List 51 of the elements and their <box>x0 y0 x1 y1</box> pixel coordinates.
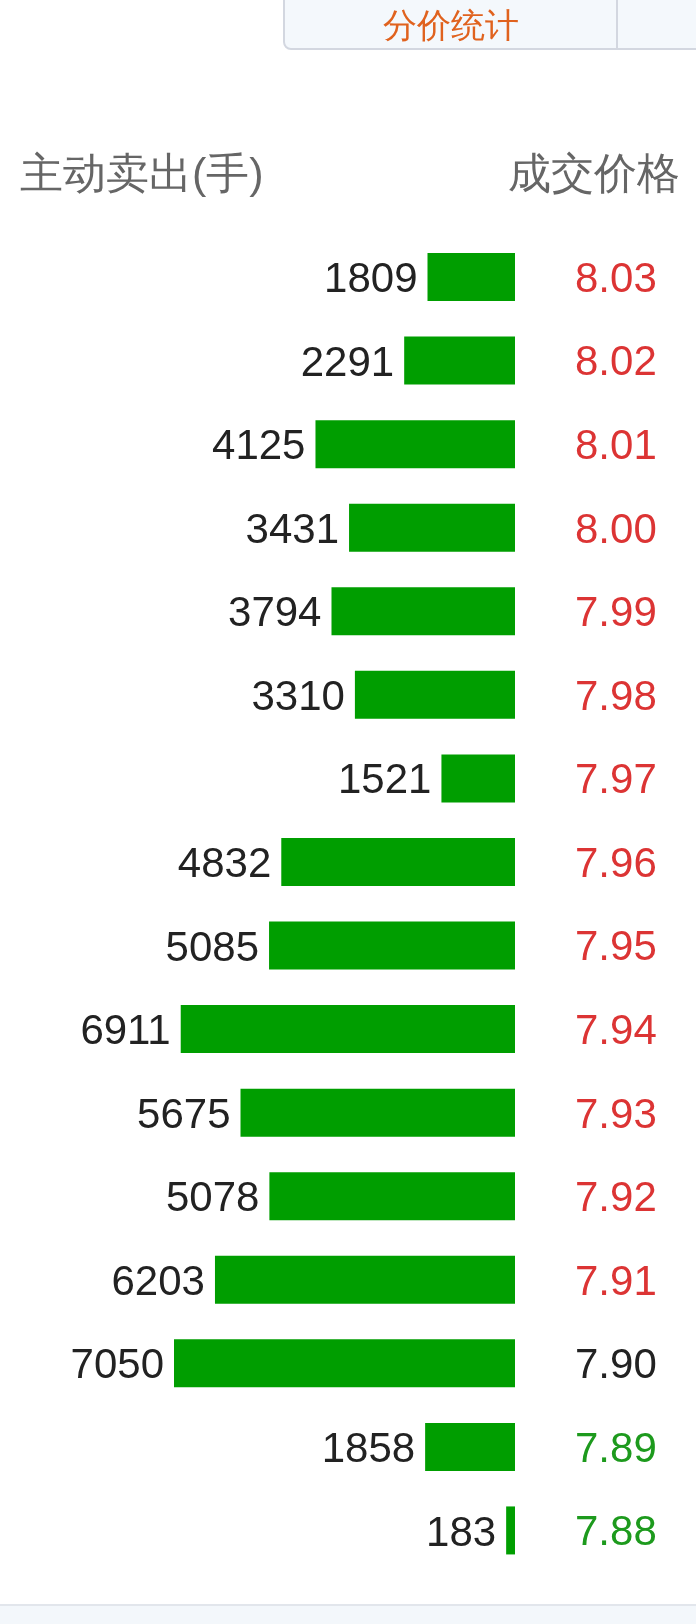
y-tick-label: 7.93 <box>575 1089 657 1137</box>
data-label: 3310 <box>251 671 345 719</box>
data-label: 1809 <box>324 254 418 302</box>
data-label: 6911 <box>80 1006 171 1054</box>
y-axis-title: 成交价格 <box>508 148 680 198</box>
bar <box>349 503 515 552</box>
data-label: 5078 <box>165 1173 260 1221</box>
bar <box>331 587 515 636</box>
data-label: 5675 <box>137 1089 231 1137</box>
y-tick-label: 8.01 <box>575 421 657 469</box>
bar <box>441 754 515 803</box>
y-tick-label: 7.91 <box>575 1256 657 1304</box>
bar <box>354 670 515 719</box>
y-tick-label: 8.03 <box>575 253 657 301</box>
bar <box>269 921 515 970</box>
bar <box>506 1506 515 1555</box>
y-tick-label: 7.89 <box>575 1423 657 1471</box>
data-label: 6203 <box>111 1256 205 1304</box>
bar <box>269 1172 515 1221</box>
data-label: 1521 <box>337 755 432 803</box>
data-label: 2291 <box>300 337 395 385</box>
bar <box>214 1255 515 1304</box>
data-label: 5085 <box>165 922 260 970</box>
x-axis-title: 主动卖出(手) <box>20 148 264 198</box>
bar <box>315 420 515 469</box>
y-tick-label: 7.99 <box>575 588 657 636</box>
bar <box>427 253 515 301</box>
bar <box>404 336 515 385</box>
bar <box>425 1422 515 1471</box>
bar <box>174 1339 515 1388</box>
data-label: 4832 <box>177 839 272 887</box>
bar <box>180 1005 515 1054</box>
y-tick-label: 7.90 <box>575 1340 657 1388</box>
y-tick-label: 7.96 <box>575 838 657 886</box>
chart-title: 分价统计 <box>382 5 519 45</box>
data-label: 1858 <box>321 1423 416 1471</box>
y-tick-label: 7.98 <box>575 671 657 719</box>
bar <box>281 837 515 886</box>
bar <box>240 1088 515 1137</box>
y-tick-label: 7.95 <box>575 922 657 970</box>
data-label: 4125 <box>212 421 306 469</box>
data-label: 3794 <box>228 588 322 636</box>
y-tick-label: 7.97 <box>575 755 657 803</box>
y-tick-label: 7.92 <box>575 1173 657 1221</box>
data-label: 183 <box>426 1507 497 1555</box>
data-label: 3431 <box>245 504 340 552</box>
y-tick-label: 8.02 <box>575 337 657 385</box>
y-tick-label: 7.88 <box>575 1507 657 1555</box>
data-label: 7050 <box>70 1340 164 1388</box>
y-tick-label: 8.00 <box>575 504 657 552</box>
y-tick-label: 7.94 <box>575 1005 657 1053</box>
